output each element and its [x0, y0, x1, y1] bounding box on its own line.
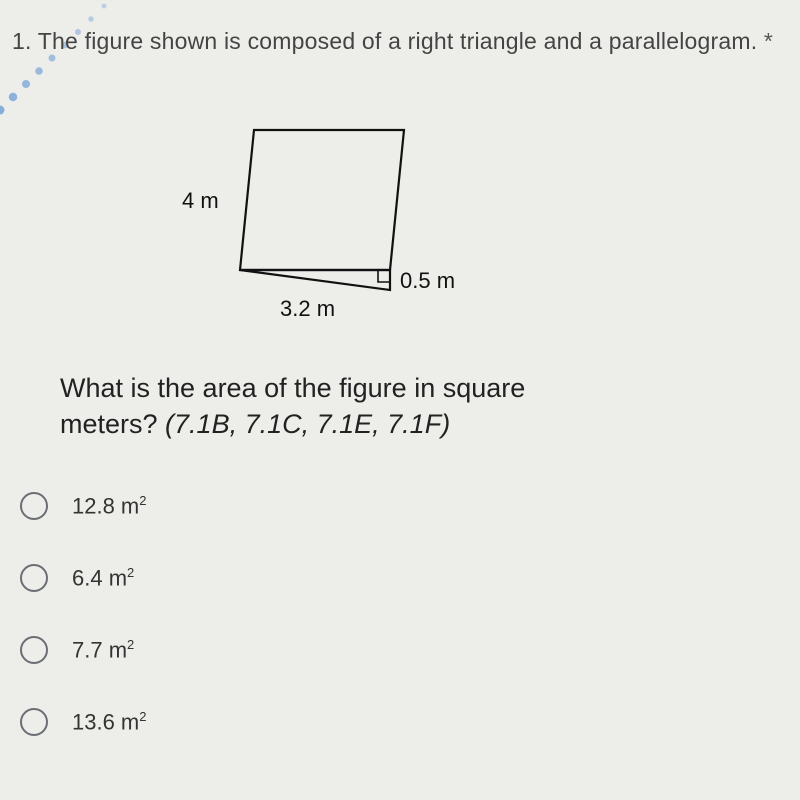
option-label: 12.8 m2	[72, 493, 147, 519]
prompt-line1: What is the area of the figure in square	[60, 373, 525, 403]
question-number: 1.	[12, 28, 32, 54]
prompt-ref: (7.1B, 7.1C, 7.1E, 7.1F)	[165, 409, 450, 439]
answer-option-0[interactable]: 12.8 m2	[20, 470, 147, 542]
option-label: 6.4 m2	[72, 565, 134, 591]
composite-figure: 4 m 0.5 m 3.2 m	[180, 120, 500, 330]
answer-options: 12.8 m2 6.4 m2 7.7 m2 13.6 m2	[20, 470, 147, 758]
label-left: 4 m	[182, 188, 219, 214]
required-asterisk: *	[764, 28, 773, 54]
figure-svg	[180, 120, 500, 330]
prompt-line2a: meters?	[60, 409, 165, 439]
question-body: The figure shown is composed of a right …	[38, 28, 758, 54]
label-bottom: 3.2 m	[280, 296, 335, 322]
radio-button[interactable]	[20, 492, 48, 520]
label-right: 0.5 m	[400, 268, 455, 294]
option-label: 7.7 m2	[72, 637, 134, 663]
radio-button[interactable]	[20, 708, 48, 736]
answer-option-2[interactable]: 7.7 m2	[20, 614, 147, 686]
question-text: 1. The figure shown is composed of a rig…	[12, 28, 800, 55]
decorative-dots	[0, 0, 180, 140]
answer-option-3[interactable]: 13.6 m2	[20, 686, 147, 758]
prompt-text: What is the area of the figure in square…	[60, 370, 740, 443]
answer-option-1[interactable]: 6.4 m2	[20, 542, 147, 614]
radio-button[interactable]	[20, 636, 48, 664]
radio-button[interactable]	[20, 564, 48, 592]
option-label: 13.6 m2	[72, 709, 147, 735]
